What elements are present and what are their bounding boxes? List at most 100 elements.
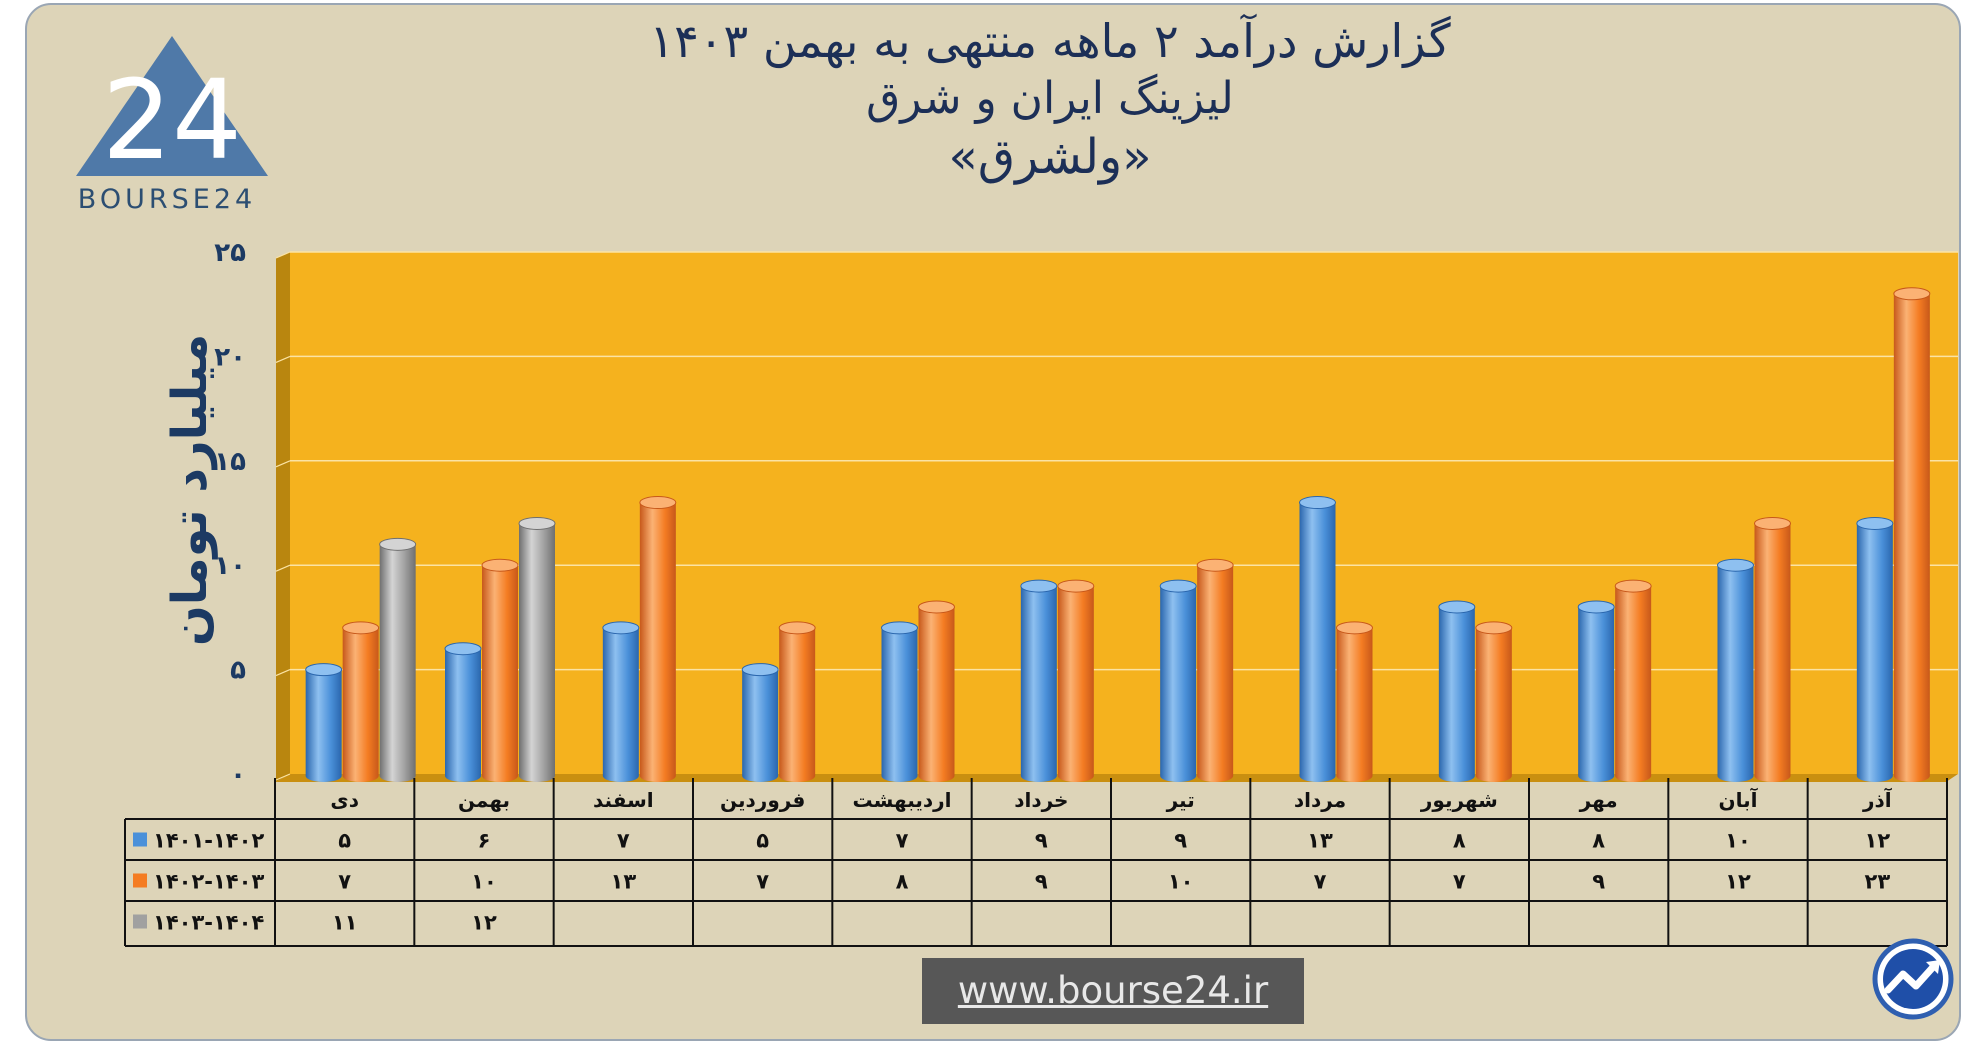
bar-cap xyxy=(1893,287,1931,301)
data-label: ۹ xyxy=(1035,829,1048,853)
bar-cap xyxy=(1057,579,1095,593)
bar-cap xyxy=(1754,516,1791,530)
title-line-3: «ولشرق» xyxy=(948,129,1152,185)
category-label: مهر xyxy=(1579,788,1618,812)
bar-cap xyxy=(741,663,779,677)
data-label: ۷ xyxy=(1453,870,1466,894)
bar-body xyxy=(1754,523,1791,783)
gridline-side xyxy=(275,564,291,572)
bar xyxy=(778,621,816,783)
data-label: ۷ xyxy=(896,829,909,853)
bar-cap xyxy=(1020,579,1058,593)
bar-body xyxy=(1160,586,1197,783)
bar-cap xyxy=(1577,600,1615,614)
bar xyxy=(518,516,556,782)
bar xyxy=(1577,600,1615,783)
bar-cap xyxy=(918,600,955,614)
bar-body xyxy=(1197,565,1234,783)
bar-cap xyxy=(639,496,677,510)
bar-cap xyxy=(1196,558,1234,572)
title-line-1: گزارش درآمد ۲ ماهه منتهی به بهمن ۱۴۰۳ xyxy=(649,14,1451,68)
trend-up-icon xyxy=(1872,938,1954,1020)
bar-cap xyxy=(1438,600,1476,614)
plot-area xyxy=(290,252,1958,774)
y-tick-label: ۲۵ xyxy=(214,238,246,268)
category-label: فروردین xyxy=(720,788,805,812)
gridline-side xyxy=(275,669,291,677)
category-label: خرداد xyxy=(1014,788,1068,812)
bar-cap xyxy=(1475,621,1513,635)
bar xyxy=(1856,516,1894,783)
data-label: ۷ xyxy=(617,829,630,853)
data-label: ۸ xyxy=(1592,829,1605,853)
y-tick-label: ۲۰ xyxy=(214,342,246,372)
bar-cap xyxy=(305,663,343,677)
bar xyxy=(1475,621,1513,783)
bar-cap xyxy=(518,516,556,530)
bar xyxy=(1614,579,1652,783)
data-label: ۵ xyxy=(756,829,769,853)
bar-body xyxy=(1057,586,1094,783)
bar-cap xyxy=(1717,558,1754,572)
y-tick-label: ۵ xyxy=(230,656,246,686)
category-label: بهمن xyxy=(458,788,510,812)
bar-body xyxy=(602,627,639,783)
bar-body xyxy=(779,627,816,783)
bar-cap xyxy=(602,621,640,635)
data-label: ۹ xyxy=(1174,829,1187,853)
bar xyxy=(1299,496,1336,783)
bar-body xyxy=(1893,293,1930,783)
gridline-side xyxy=(275,251,291,259)
bar-body xyxy=(881,627,918,783)
bar xyxy=(1196,558,1234,783)
category-label: آذر xyxy=(1862,787,1893,812)
bar-body xyxy=(445,648,481,782)
bar-cap xyxy=(379,537,417,551)
bar-body xyxy=(1336,627,1373,783)
bar xyxy=(1717,558,1754,783)
category-label: شهریور xyxy=(1420,788,1498,812)
gridline-side xyxy=(275,460,291,468)
data-label: ۱۲ xyxy=(1725,870,1751,894)
logo-mark: 24 xyxy=(102,56,242,180)
bar xyxy=(1159,579,1197,783)
title-line-2: لیزینگ ایران و شرق xyxy=(866,73,1234,124)
bar xyxy=(1057,579,1095,783)
y-tick-label: ۱۵ xyxy=(214,447,246,477)
bar xyxy=(881,621,918,783)
bar-body xyxy=(639,502,676,783)
data-label: ۱۰ xyxy=(1725,829,1751,853)
bar-cap xyxy=(1159,579,1197,593)
bar-body xyxy=(1475,627,1512,783)
data-label: ۱۱ xyxy=(332,911,358,935)
bar-cap xyxy=(342,621,380,635)
bar-body xyxy=(1438,606,1475,783)
legend-swatch xyxy=(133,914,147,929)
bar-cap xyxy=(881,621,918,635)
data-label: ۱۲ xyxy=(1865,829,1891,853)
category-label: اسفند xyxy=(593,788,654,812)
bar-body xyxy=(482,565,518,782)
bar-body xyxy=(1020,586,1057,782)
bar xyxy=(918,600,955,783)
legend-swatch xyxy=(133,832,147,847)
data-label: ۷ xyxy=(1314,870,1327,894)
bar-cap xyxy=(444,642,482,656)
category-label: تیر xyxy=(1166,788,1195,812)
bar-body xyxy=(742,669,779,783)
bar-body xyxy=(1578,606,1615,783)
gridline-side xyxy=(275,773,291,781)
bar xyxy=(481,558,519,782)
website-link[interactable]: www.bourse24.ir xyxy=(922,958,1304,1024)
data-label: ۶ xyxy=(478,829,491,853)
bar-body xyxy=(305,669,342,783)
bar-cap xyxy=(1614,579,1652,593)
data-label: ۸ xyxy=(1453,829,1466,853)
bourse24-logo-icon: 24 xyxy=(76,36,268,180)
category-label: اردیبهشت xyxy=(852,788,951,812)
bar-body xyxy=(1717,565,1754,783)
category-label: دی xyxy=(330,788,359,812)
bar xyxy=(342,621,380,783)
legend-label: ۱۴۰۱-۱۴۰۲ xyxy=(153,829,264,853)
bar-cap xyxy=(481,558,519,572)
